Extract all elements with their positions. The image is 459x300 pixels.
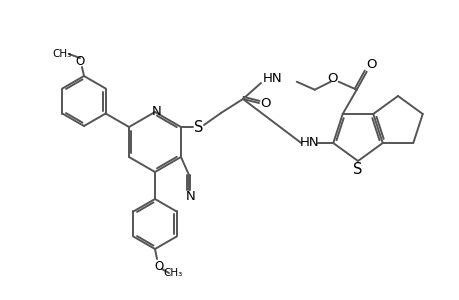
Text: O: O (154, 260, 163, 272)
Text: O: O (366, 58, 376, 71)
Text: S: S (353, 161, 362, 176)
Text: O: O (75, 55, 84, 68)
Text: HN: HN (263, 71, 282, 85)
Text: HN: HN (299, 136, 319, 148)
Text: S: S (194, 119, 203, 134)
Text: O: O (327, 72, 337, 85)
Text: N: N (186, 190, 196, 203)
Text: O: O (260, 97, 271, 110)
Text: N: N (152, 104, 162, 118)
Text: CH₃: CH₃ (52, 49, 72, 59)
Text: CH₃: CH₃ (163, 268, 182, 278)
